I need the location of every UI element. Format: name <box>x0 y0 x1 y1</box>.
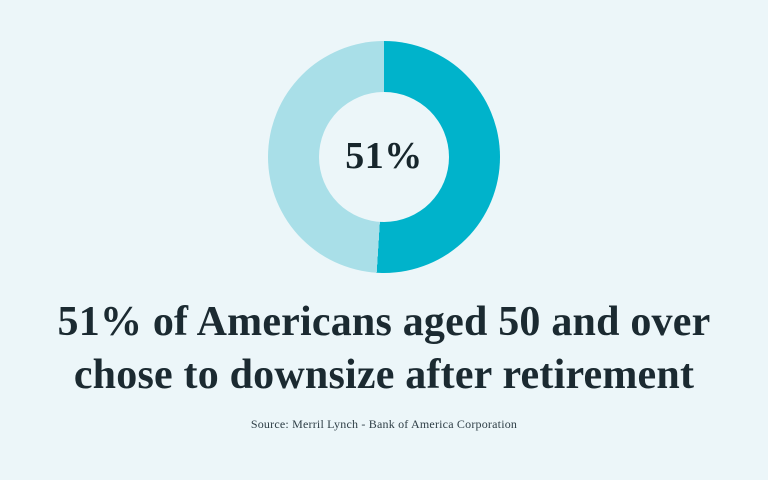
headline-line-2: chose to downsize after retirement <box>73 352 695 398</box>
headline: 51% of Americans aged 50 and over chose … <box>0 296 768 402</box>
headline-line-1: 51% of Americans aged 50 and over <box>57 299 711 345</box>
donut-hole: 51% <box>319 92 449 222</box>
donut-center-label: 51% <box>345 135 423 177</box>
source-attribution: Source: Merril Lynch - Bank of America C… <box>250 417 518 431</box>
donut-chart: 51% <box>268 41 500 273</box>
